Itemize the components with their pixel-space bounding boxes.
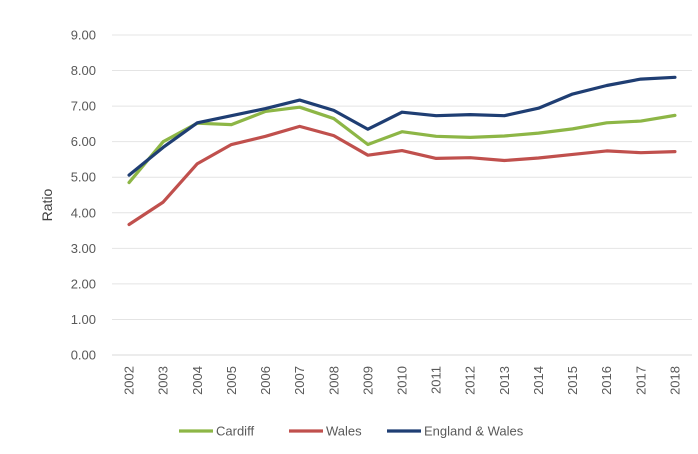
y-tick-label: 6.00: [71, 134, 96, 149]
x-tick-label: 2011: [429, 366, 444, 394]
x-tick-label: 2005: [224, 366, 239, 395]
series-lines: [127, 75, 677, 227]
y-tick-label: 1.00: [71, 312, 96, 327]
y-axis-ticks: 0.00 1.00 2.00 3.00 4.00 5.00 6.00 7.00 8.00 9.00: [71, 28, 96, 363]
x-tick-label: 2018: [667, 366, 682, 395]
legend-label-england-wales: England & Wales: [424, 424, 524, 439]
series-line-england-wales: [127, 75, 677, 177]
legend-label-cardiff: Cardiff: [216, 424, 254, 439]
x-tick-label: 2010: [395, 366, 410, 395]
x-tick-label: 2008: [326, 366, 341, 395]
x-tick-label: 2012: [463, 366, 478, 395]
x-tick-label: 2015: [565, 366, 580, 395]
x-axis-ticks: 2002 2003 2004 2005 2006 2007 2008 2009 2010 2011…: [122, 366, 683, 395]
x-tick-label: 2007: [292, 366, 307, 395]
x-tick-label: 2004: [190, 366, 205, 395]
y-axis-label: Ratio: [39, 188, 55, 221]
x-tick-label: 2009: [360, 366, 375, 395]
x-tick-label: 2003: [156, 366, 171, 395]
legend: Cardiff Wales England & Wales: [179, 424, 524, 439]
x-tick-label: 2013: [497, 366, 512, 395]
gridlines: [112, 34, 692, 356]
y-tick-label: 9.00: [71, 28, 96, 43]
x-tick-label: 2016: [599, 366, 614, 395]
series-line-cardiff: [127, 105, 677, 185]
x-tick-label: 2014: [531, 366, 546, 395]
y-tick-label: 8.00: [71, 63, 96, 78]
x-tick-label: 2017: [633, 366, 648, 395]
x-tick-label: 2002: [122, 366, 137, 395]
y-tick-label: 4.00: [71, 205, 96, 220]
series-line-wales: [127, 124, 677, 227]
y-tick-label: 3.00: [71, 241, 96, 256]
x-tick-label: 2006: [258, 366, 273, 395]
y-tick-label: 7.00: [71, 99, 96, 114]
legend-label-wales: Wales: [326, 424, 362, 439]
y-tick-label: 5.00: [71, 170, 96, 185]
y-tick-label: 0.00: [71, 348, 96, 363]
y-tick-label: 2.00: [71, 276, 96, 291]
